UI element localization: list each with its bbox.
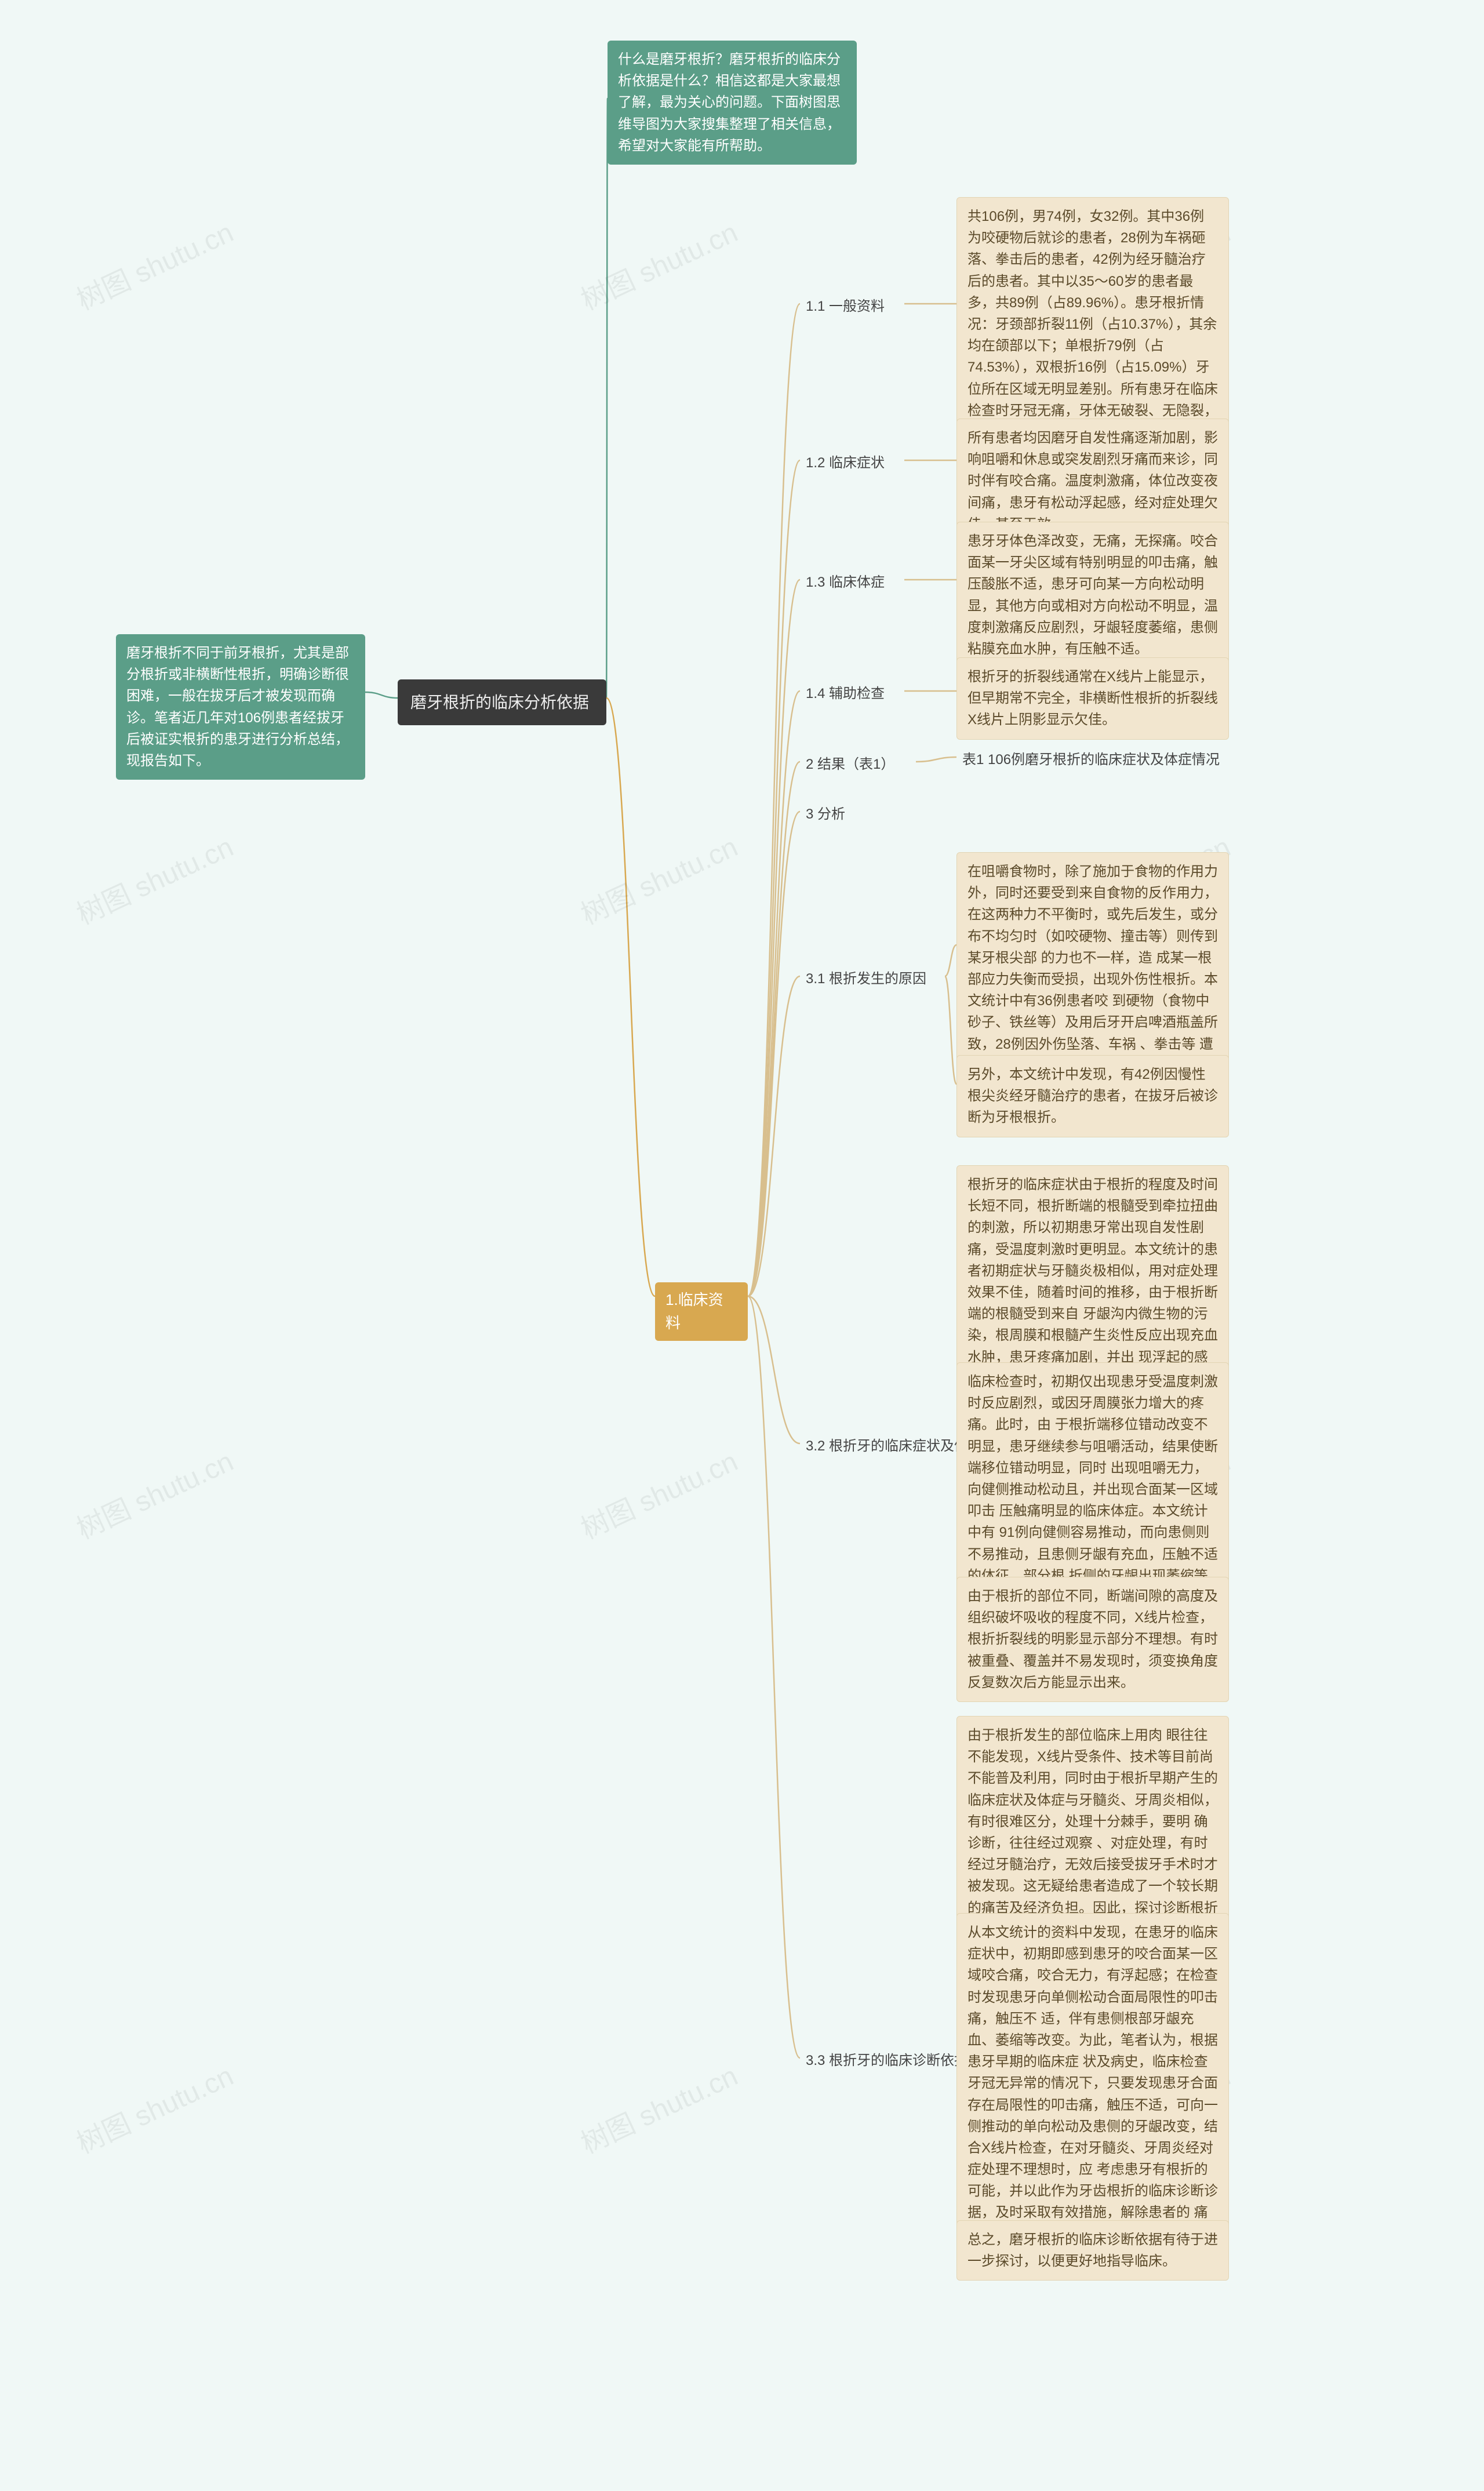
connector [365, 692, 398, 698]
watermark: 树图 shutu.cn [573, 2053, 743, 2161]
watermark: 树图 shutu.cn [69, 2053, 239, 2161]
node-d32c[interactable]: 由于根折的部位不同，断端间隙的高度及组织破坏吸收的程度不同，X线片检查，根折折裂… [956, 1577, 1229, 1702]
node-d14[interactable]: 根折牙的折裂线通常在X线片上能显示，但早期常不完全，非横断性根折的折裂线X线片上… [956, 657, 1229, 740]
connector [606, 698, 655, 1296]
connector [945, 945, 956, 976]
node-s13[interactable]: 1.3 临床体症 [800, 568, 904, 597]
node-s2[interactable]: 2 结果（表1） [800, 750, 916, 779]
connector [916, 757, 956, 762]
node-d33b[interactable]: 从本文统计的资料中发现，在患牙的临床症状中，初期即感到患牙的咬合面某一区域咬合痛… [956, 1913, 1229, 2254]
node-d31a[interactable]: 在咀嚼食物时，除了施加于食物的作用力外，同时还要受到来自食物的反作用力，在这两种… [956, 852, 1229, 1085]
node-s14[interactable]: 1.4 辅助检查 [800, 679, 904, 708]
node-s3[interactable]: 3 分析 [800, 800, 870, 828]
watermark: 树图 shutu.cn [69, 824, 239, 932]
watermark: 树图 shutu.cn [573, 210, 743, 318]
watermark: 树图 shutu.cn [573, 824, 743, 932]
node-s31[interactable]: 3.1 根折发生的原因 [800, 965, 945, 993]
connector [945, 976, 956, 1084]
watermark: 树图 shutu.cn [69, 1439, 239, 1547]
connector [748, 812, 800, 1296]
node-side_note[interactable]: 磨牙根折不同于前牙根折，尤其是部分根折或非横断性根折，明确诊断很困难，一般在拔牙… [116, 634, 365, 780]
node-d2[interactable]: 表1 106例磨牙根折的临床症状及体症情况 [956, 746, 1229, 774]
connector-layer [0, 0, 1484, 2491]
node-d13[interactable]: 患牙牙体色泽改变，无痛，无探痛。咬合面某一牙尖区域有特别明显的叩击痛，触压酸胀不… [956, 522, 1229, 668]
connector [748, 762, 800, 1296]
connector [748, 460, 800, 1296]
node-section1[interactable]: 1.临床资料 [655, 1282, 748, 1341]
node-d31b[interactable]: 另外，本文统计中发现，有42例因慢性根尖炎经牙髓治疗的患者，在拔牙后被诊断为牙根… [956, 1055, 1229, 1137]
connector [748, 580, 800, 1296]
connector [748, 976, 800, 1296]
node-root[interactable]: 磨牙根折的临床分析依据 [398, 679, 606, 725]
connector [606, 99, 608, 698]
node-s11[interactable]: 1.1 一般资料 [800, 292, 904, 321]
mindmap-canvas: 树图 shutu.cn 树图 shutu.cn 树图 shutu.cn 树图 shut… [0, 0, 1484, 2491]
connector [748, 1296, 800, 2058]
node-s12[interactable]: 1.2 临床症状 [800, 449, 904, 477]
connector [748, 691, 800, 1296]
connector [748, 304, 800, 1296]
node-intro[interactable]: 什么是磨牙根折？磨牙根折的临床分析依据是什么？相信这都是大家最想了解，最为关心的… [608, 41, 857, 165]
connector [748, 1296, 800, 1443]
watermark: 树图 shutu.cn [573, 1439, 743, 1547]
node-d33c[interactable]: 总之，磨牙根折的临床诊断依据有待于进一步探讨，以便更好地指导临床。 [956, 2220, 1229, 2281]
watermark: 树图 shutu.cn [69, 210, 239, 318]
